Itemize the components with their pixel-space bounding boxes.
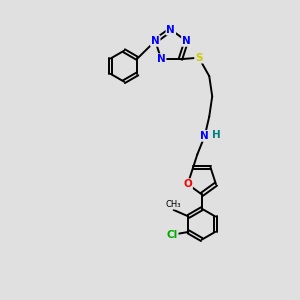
Text: N: N — [182, 36, 191, 46]
Text: O: O — [183, 179, 192, 189]
Text: N: N — [200, 131, 209, 141]
Text: N: N — [157, 54, 166, 64]
Text: CH₃: CH₃ — [166, 200, 181, 209]
Text: Cl: Cl — [167, 230, 178, 240]
Text: H: H — [212, 130, 220, 140]
Text: S: S — [195, 53, 202, 63]
Text: N: N — [167, 25, 175, 34]
Text: N: N — [151, 36, 160, 46]
